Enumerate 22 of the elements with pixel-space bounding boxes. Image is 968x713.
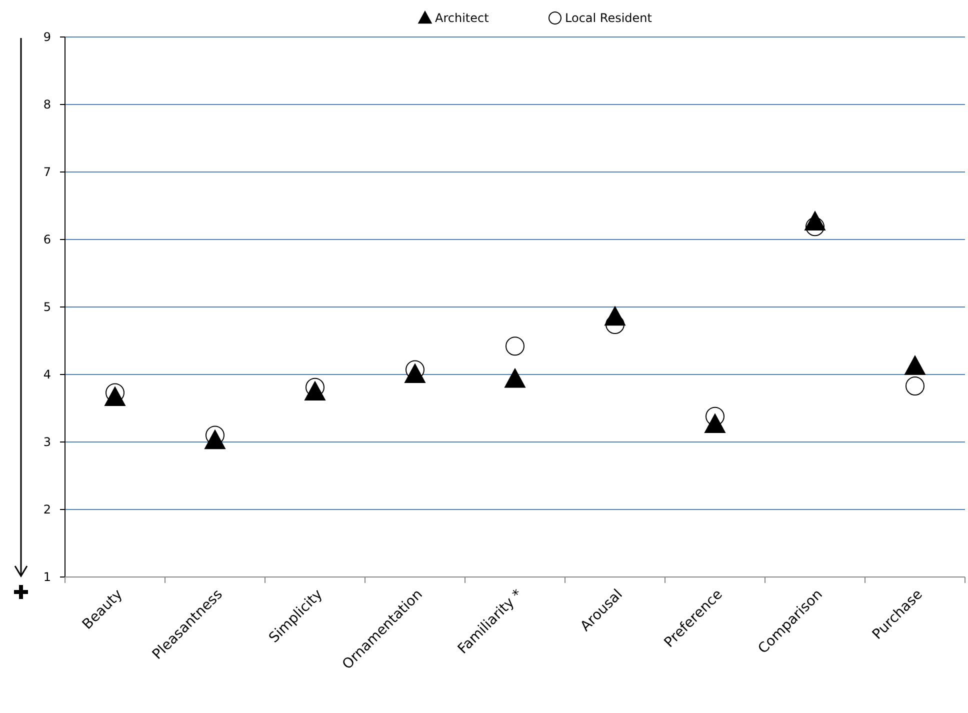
legend-label: Architect xyxy=(435,11,490,26)
point xyxy=(404,363,426,384)
point xyxy=(204,429,226,450)
point xyxy=(104,386,126,406)
point xyxy=(506,336,524,356)
point xyxy=(906,376,924,396)
point xyxy=(804,210,826,230)
y-tick-label: 2 xyxy=(43,502,51,517)
y-tick-label: 3 xyxy=(43,435,51,450)
y-tick-label: 8 xyxy=(43,98,51,112)
point xyxy=(704,413,726,433)
y-tick-label: 5 xyxy=(43,300,51,314)
y-tick-label: 7 xyxy=(43,165,51,180)
point xyxy=(504,368,526,388)
y-tick-label: 9 xyxy=(43,30,51,44)
point xyxy=(604,306,626,326)
point xyxy=(304,380,326,401)
y-tick-label: 6 xyxy=(43,232,51,247)
y-tick-label: 1 xyxy=(43,570,51,584)
legend-label: Local Resident xyxy=(565,11,652,26)
point xyxy=(904,355,926,375)
y-tick-label: 4 xyxy=(43,368,51,382)
